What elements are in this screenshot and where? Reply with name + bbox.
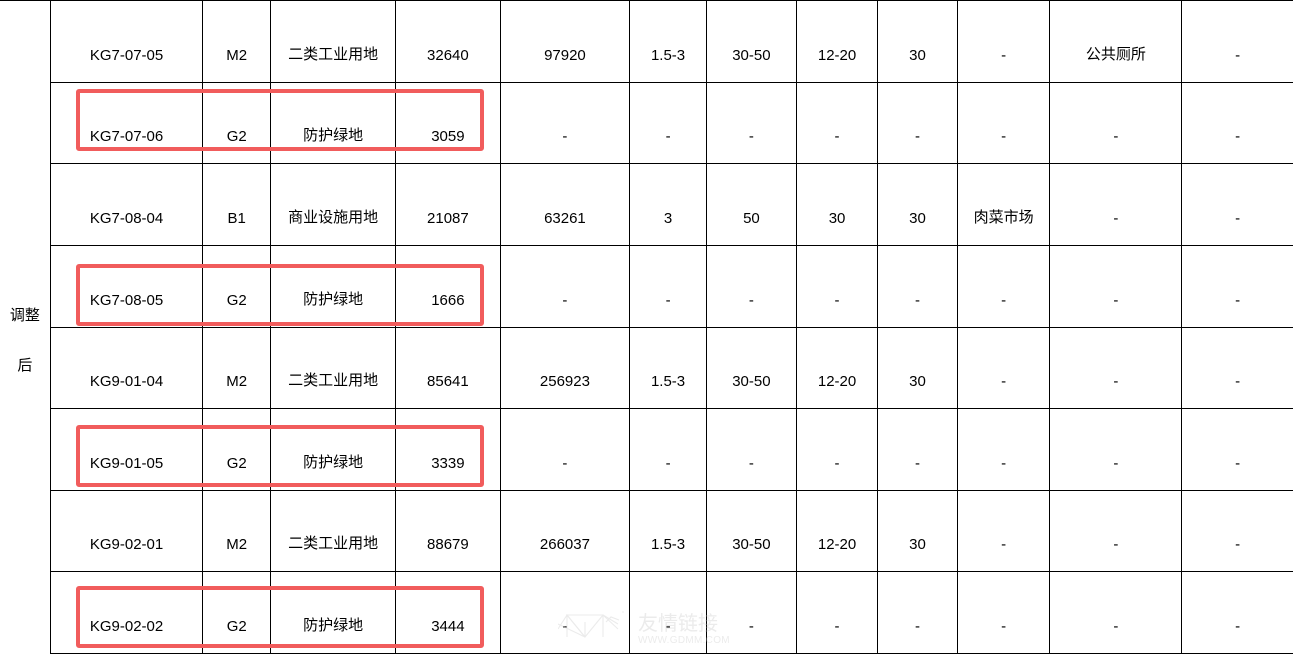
svg-text:友情链接: 友情链接	[638, 612, 718, 635]
svg-text:WWW.GDMM.COM: WWW.GDMM.COM	[638, 635, 730, 646]
